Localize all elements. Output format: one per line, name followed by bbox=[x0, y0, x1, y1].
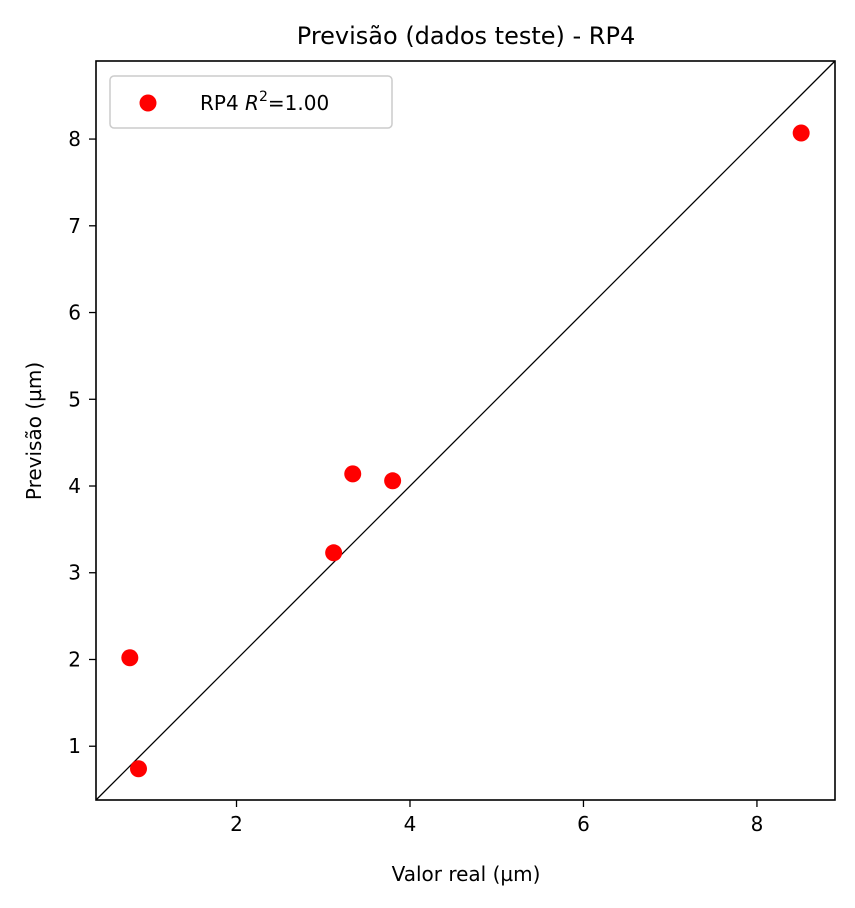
legend-marker bbox=[139, 94, 157, 112]
y-tick-label: 8 bbox=[68, 127, 81, 151]
chart-title: Previsão (dados teste) - RP4 bbox=[297, 22, 635, 50]
data-point bbox=[130, 760, 148, 778]
y-tick-label: 1 bbox=[68, 734, 81, 758]
legend-label-superscript: 2 bbox=[259, 89, 268, 105]
x-tick-label: 8 bbox=[751, 812, 764, 836]
legend-label-prefix: RP4 bbox=[200, 91, 245, 115]
x-tick-label: 2 bbox=[230, 812, 243, 836]
data-point bbox=[121, 649, 139, 667]
x-tick-label: 6 bbox=[577, 812, 590, 836]
legend: RP4 R2=1.00 bbox=[109, 75, 393, 129]
y-tick-label: 2 bbox=[68, 647, 81, 671]
plot-frame bbox=[95, 60, 836, 801]
data-point bbox=[344, 465, 362, 483]
y-tick-label: 6 bbox=[68, 301, 81, 325]
y-tick-label: 7 bbox=[68, 214, 81, 238]
x-tick-label: 4 bbox=[404, 812, 417, 836]
plot-area: 2 4 6 8 1 2 3 4 5 6 7 8 bbox=[68, 60, 836, 836]
y-tick-label: 3 bbox=[68, 561, 81, 585]
legend-label: RP4 R2=1.00 bbox=[200, 89, 329, 115]
legend-label-suffix: =1.00 bbox=[268, 91, 329, 115]
legend-label-variable: R bbox=[245, 91, 259, 115]
data-point bbox=[792, 124, 810, 142]
identity-line bbox=[95, 60, 836, 801]
y-tick-label: 5 bbox=[68, 387, 81, 411]
y-axis-label: Previsão (µm) bbox=[22, 362, 46, 500]
x-axis-label: Valor real (µm) bbox=[392, 862, 541, 886]
y-tick-label: 4 bbox=[68, 474, 81, 498]
data-point bbox=[325, 544, 343, 562]
legend-box bbox=[109, 75, 393, 129]
data-point bbox=[384, 472, 402, 490]
